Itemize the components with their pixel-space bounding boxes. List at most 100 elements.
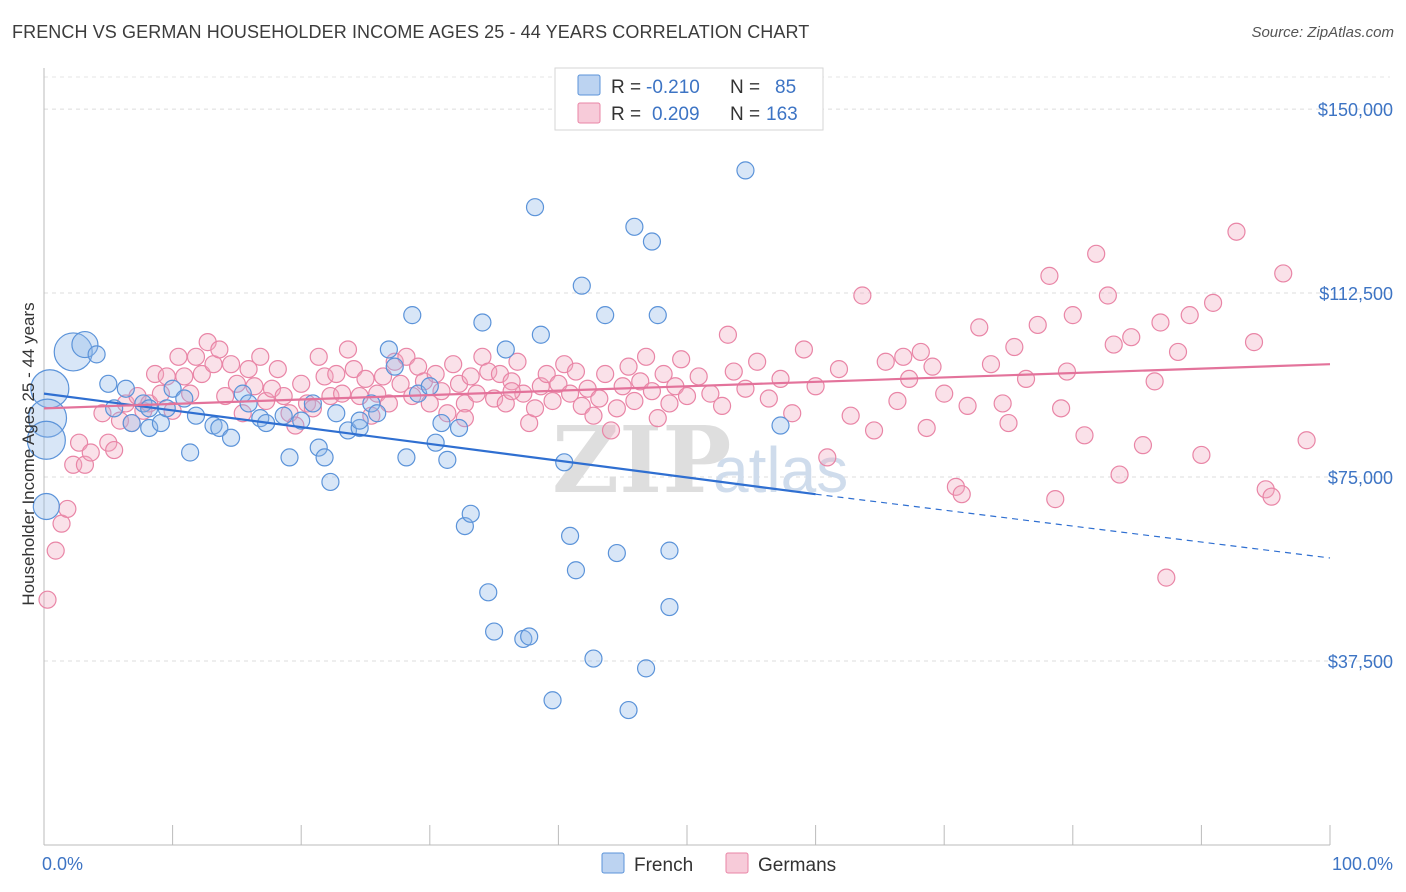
legend-n-value-germans: 163 — [766, 104, 798, 125]
data-point-french — [660, 597, 679, 617]
data-point-germans — [181, 384, 200, 403]
data-point-germans — [981, 355, 1001, 374]
data-point-french — [274, 406, 293, 425]
data-point-germans — [1145, 372, 1164, 391]
data-point-germans — [642, 382, 662, 401]
data-point-germans — [1168, 342, 1188, 362]
data-point-germans — [338, 340, 358, 359]
data-point-germans — [584, 406, 603, 425]
data-point-french — [292, 411, 311, 430]
data-point-french — [140, 418, 159, 438]
data-point-germans — [648, 409, 667, 428]
data-point-germans — [888, 391, 907, 411]
data-point-french — [32, 492, 60, 521]
data-point-germans — [911, 342, 930, 362]
y-axis-label: Householder Income Ages 25 - 44 years — [19, 302, 38, 605]
watermark-atlas: atlas — [713, 434, 848, 506]
data-point-germans — [93, 404, 112, 423]
series-germans — [38, 222, 1316, 609]
data-point-germans — [58, 499, 77, 519]
data-point-french — [619, 700, 638, 720]
data-point-germans — [485, 389, 504, 408]
data-point-french — [607, 543, 626, 563]
data-point-germans — [537, 364, 556, 384]
x-tick-labels: 0.0% 100.0% — [42, 854, 1393, 874]
data-point-germans — [1052, 399, 1071, 418]
data-point-germans — [444, 355, 463, 374]
data-point-french — [71, 330, 99, 359]
data-point-french — [584, 649, 603, 668]
data-point-french — [181, 443, 200, 462]
data-point-germans — [1297, 431, 1316, 450]
data-point-germans — [590, 389, 609, 408]
data-point-germans — [479, 362, 498, 381]
data-point-germans — [1040, 266, 1059, 285]
data-point-french — [350, 418, 369, 438]
axes — [43, 68, 1331, 846]
data-point-germans — [186, 347, 206, 366]
trend-lines — [43, 363, 1331, 559]
data-point-french — [420, 377, 439, 396]
data-point-germans — [958, 396, 977, 415]
trend-line-germans — [43, 363, 1331, 410]
data-point-germans — [1256, 480, 1275, 499]
data-point-germans — [391, 374, 410, 393]
data-point-germans — [514, 384, 533, 403]
data-point-french — [660, 541, 679, 560]
x-tick-label-start: 0.0% — [42, 854, 83, 874]
data-point-germans — [619, 357, 638, 376]
data-point-germans — [935, 384, 954, 403]
data-point-germans — [894, 347, 913, 366]
data-point-germans — [607, 399, 626, 418]
data-point-french — [648, 306, 667, 325]
data-point-french — [432, 413, 451, 433]
data-point-french — [461, 504, 480, 523]
y-tick-label: $75,000 — [1328, 468, 1393, 488]
data-point-germans — [543, 391, 562, 411]
data-point-french — [239, 394, 258, 413]
data-point-french — [385, 357, 404, 376]
data-point-germans — [69, 433, 89, 452]
data-point-germans — [672, 350, 691, 369]
bottom-legend: French Germans — [601, 852, 836, 876]
data-point-germans — [1151, 313, 1170, 332]
watermark: ZIP atlas — [552, 406, 848, 514]
data-point-germans — [999, 413, 1018, 433]
data-point-french — [116, 379, 135, 398]
data-point-germans — [221, 355, 241, 374]
data-point-french — [87, 345, 106, 364]
data-point-germans — [952, 485, 971, 504]
data-point-germans — [145, 364, 165, 384]
data-point-germans — [227, 374, 246, 393]
data-point-germans — [806, 377, 825, 396]
data-point-germans — [549, 374, 568, 393]
data-point-germans — [251, 347, 270, 366]
data-point-germans — [566, 362, 586, 381]
data-point-germans — [210, 340, 229, 359]
data-point-french — [596, 306, 615, 325]
data-point-germans — [105, 440, 124, 460]
data-point-french — [636, 659, 656, 678]
data-point-germans — [1203, 293, 1223, 312]
data-point-germans — [1005, 337, 1024, 357]
legend-n-label: N = — [730, 104, 760, 125]
data-point-germans — [1274, 264, 1293, 283]
data-point-germans — [292, 374, 311, 393]
data-point-germans — [718, 325, 738, 344]
data-point-germans — [829, 359, 849, 379]
x-tick-label-end: 100.0% — [1332, 854, 1393, 874]
data-point-germans — [1180, 306, 1199, 325]
data-point-french — [449, 418, 469, 438]
data-point-germans — [169, 347, 188, 366]
data-point-germans — [636, 347, 656, 366]
data-point-germans — [923, 357, 942, 376]
data-point-germans — [712, 396, 732, 415]
data-point-french — [520, 627, 539, 646]
data-point-germans — [818, 448, 837, 467]
data-point-french — [163, 379, 182, 398]
data-point-germans — [876, 352, 895, 371]
data-point-germans — [315, 367, 334, 386]
data-point-germans — [1057, 362, 1077, 381]
legend-swatch-french — [577, 74, 601, 96]
data-point-french — [362, 394, 381, 413]
